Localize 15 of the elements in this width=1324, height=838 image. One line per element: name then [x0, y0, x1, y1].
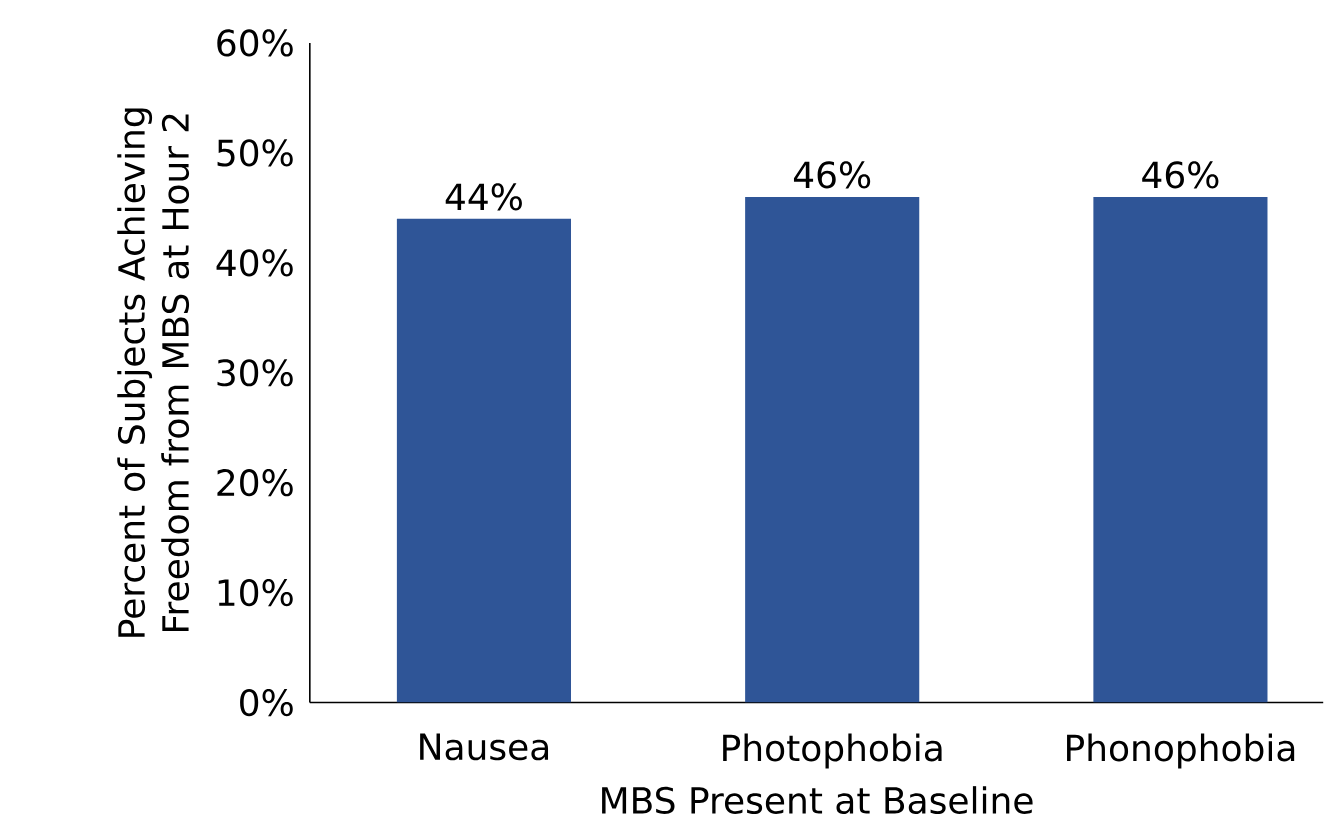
y-tick-label: 10%	[218, 578, 293, 606]
x-tick-label: Phonophobia	[1067, 733, 1295, 769]
x-tick-label: Nausea	[420, 733, 549, 761]
y-tick-label: 0%	[240, 688, 293, 716]
y-tick-label: 50%	[217, 139, 293, 167]
y-tick-label: 60%	[217, 29, 293, 57]
y-tick-label: 40%	[216, 248, 293, 277]
y-axis-title: Percent of Subjects Achieving Freedom from MBS at Hour 2	[117, 108, 190, 637]
y-tick-label: 20%	[217, 468, 293, 497]
data-label: 46%	[793, 161, 871, 189]
y-tick-label: 30%	[217, 358, 293, 387]
data-label: 46%	[1142, 161, 1219, 189]
x-axis-title: MBS Present at Baseline	[602, 785, 1033, 814]
x-tick-label: Photophobia	[723, 733, 942, 769]
data-label: 44%	[445, 183, 522, 211]
